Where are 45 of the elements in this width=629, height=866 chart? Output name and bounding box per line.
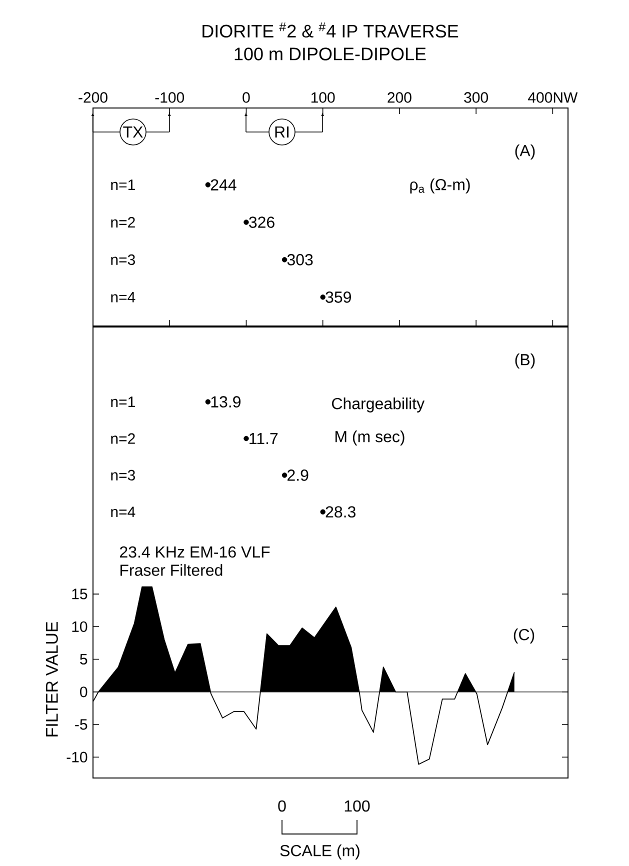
annotation: 2.9 xyxy=(288,470,308,481)
annotation: M (m sec) xyxy=(336,430,404,446)
annotation: 326 xyxy=(249,216,274,228)
text: 23.4 KHz EM-16 VLF xyxy=(120,546,270,558)
y-tick-label: n=3 xyxy=(111,470,135,480)
y-tick-label: n=4 xyxy=(111,292,136,302)
chart-subtitle: 100 m DIPOLE-DIPOLE xyxy=(234,48,426,60)
text: Fraser Filtered xyxy=(120,564,222,576)
annotation: 11.7 xyxy=(250,433,278,444)
annotation: (C) xyxy=(514,628,534,644)
y-tick-label: n=2 xyxy=(111,216,135,228)
y-tick-label: n=1 xyxy=(111,180,135,190)
annotation: 359 xyxy=(326,291,351,303)
chart-title: DIORITE $^{#}$2 & $^{#}$4 IP TRAVERSE xyxy=(202,22,458,38)
y-axis-title: FILTER VALUE xyxy=(46,622,58,736)
annotation: 28.3 xyxy=(326,506,356,518)
y-tick-label: n=2 xyxy=(111,433,135,444)
annotation: 244 xyxy=(210,179,236,190)
annotation: ρ$_{a}$ (Ω-m) xyxy=(410,178,470,194)
annotation: 13.9 xyxy=(211,396,240,408)
x-tick-label: 300 xyxy=(464,92,488,103)
y-tick-label: 5 xyxy=(80,654,88,664)
annotation: 303 xyxy=(287,254,313,266)
y-tick-label: -5 xyxy=(75,719,88,730)
annotation: TX xyxy=(123,126,143,138)
x-tick-label: 200 xyxy=(388,92,412,103)
annotation: RI xyxy=(275,126,289,138)
y-tick-label: n=4 xyxy=(111,506,136,518)
y-tick-label: n=1 xyxy=(111,396,135,407)
x-tick-label: 100 xyxy=(311,92,335,103)
y-tick-label: -10 xyxy=(66,752,88,762)
x-tick-label: -100 xyxy=(155,92,184,103)
y-tick-label: 10 xyxy=(72,621,88,632)
annotation: (B) xyxy=(515,354,535,368)
y-tick-label: n=3 xyxy=(111,254,135,265)
text: 100 xyxy=(344,800,370,812)
annotation: (A) xyxy=(515,144,535,160)
x-tick-label: 0 xyxy=(242,92,250,103)
text: SCALE (m) xyxy=(280,844,360,860)
x-tick-label: 400NW xyxy=(528,92,578,103)
x-tick-label: -200 xyxy=(78,92,108,103)
text: 0 xyxy=(278,800,286,812)
y-tick-label: 0 xyxy=(80,686,88,698)
y-tick-label: 15 xyxy=(72,588,88,600)
annotation: Chargeability xyxy=(332,398,425,412)
